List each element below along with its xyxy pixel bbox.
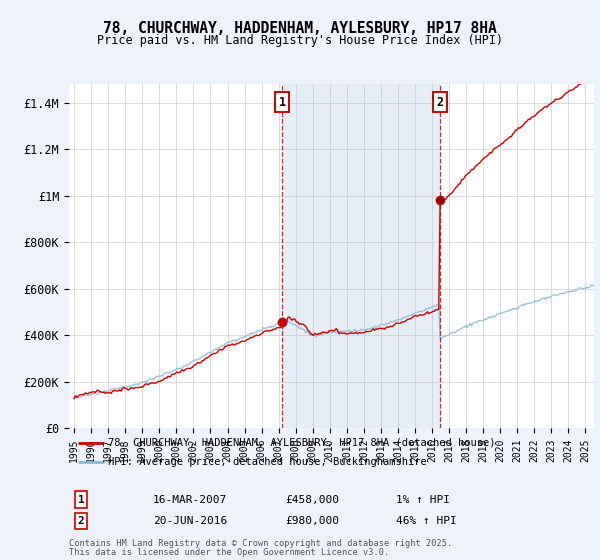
Text: 20-JUN-2016: 20-JUN-2016 xyxy=(153,516,227,526)
Text: 78, CHURCHWAY, HADDENHAM, AYLESBURY, HP17 8HA: 78, CHURCHWAY, HADDENHAM, AYLESBURY, HP1… xyxy=(103,21,497,36)
Text: 78, CHURCHWAY, HADDENHAM, AYLESBURY, HP17 8HA (detached house): 78, CHURCHWAY, HADDENHAM, AYLESBURY, HP1… xyxy=(109,437,496,447)
Text: Contains HM Land Registry data © Crown copyright and database right 2025.: Contains HM Land Registry data © Crown c… xyxy=(69,539,452,548)
Bar xyxy=(282,84,440,428)
Text: This data is licensed under the Open Government Licence v3.0.: This data is licensed under the Open Gov… xyxy=(69,548,389,557)
Text: £458,000: £458,000 xyxy=(285,494,339,505)
Text: 2: 2 xyxy=(77,516,85,526)
Text: 1: 1 xyxy=(278,96,286,109)
Text: 2: 2 xyxy=(437,96,443,109)
Text: 16-MAR-2007: 16-MAR-2007 xyxy=(153,494,227,505)
Text: HPI: Average price, detached house, Buckinghamshire: HPI: Average price, detached house, Buck… xyxy=(109,457,427,467)
Text: £980,000: £980,000 xyxy=(285,516,339,526)
Text: 1% ↑ HPI: 1% ↑ HPI xyxy=(396,494,450,505)
Text: 46% ↑ HPI: 46% ↑ HPI xyxy=(396,516,457,526)
Text: Price paid vs. HM Land Registry's House Price Index (HPI): Price paid vs. HM Land Registry's House … xyxy=(97,34,503,46)
Text: 1: 1 xyxy=(77,494,85,505)
